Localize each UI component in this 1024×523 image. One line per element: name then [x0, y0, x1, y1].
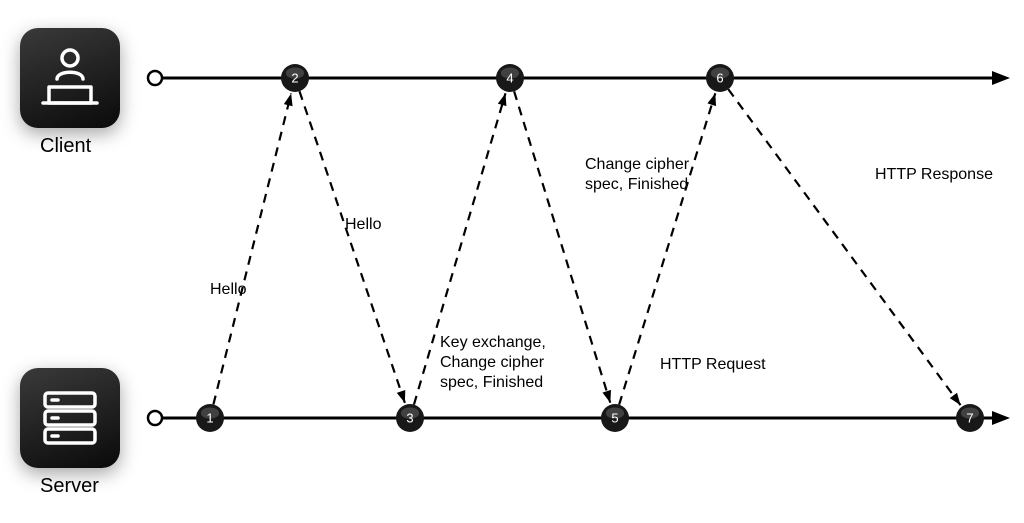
label-key-exchange: Key exchange, Change cipher spec, Finish… [440, 333, 546, 393]
sequence-diagram: 1 2 3 4 5 6 7 [0, 0, 1024, 523]
label-http-request: HTTP Request [660, 355, 766, 375]
svg-text:7: 7 [966, 411, 973, 426]
svg-text:6: 6 [716, 71, 723, 86]
svg-text:4: 4 [506, 71, 513, 86]
label-hello2: Hello [345, 215, 381, 235]
label-change-cipher-spec: Change cipher spec, Finished [585, 155, 689, 195]
label-http-response: HTTP Response [875, 165, 993, 185]
svg-text:1: 1 [206, 411, 213, 426]
svg-text:5: 5 [611, 411, 618, 426]
svg-text:2: 2 [291, 71, 298, 86]
svg-text:3: 3 [406, 411, 413, 426]
label-hello1: Hello [210, 280, 246, 300]
